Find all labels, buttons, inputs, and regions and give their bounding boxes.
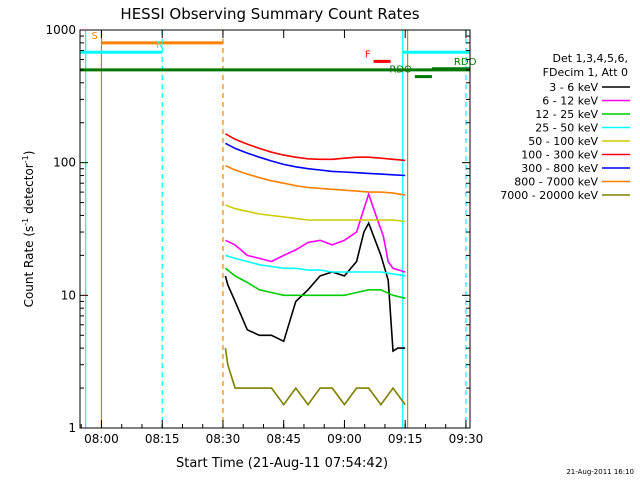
y-tick-label-3: 1000	[45, 23, 76, 37]
y-tick-label-1: 10	[61, 288, 76, 302]
series-line-8	[224, 347, 406, 406]
flag-bars: S N F RDO RDO	[80, 31, 477, 79]
legend-label-6: 300 - 800 keV	[521, 162, 598, 175]
y-label-end: )	[22, 151, 36, 156]
legend-label-2: 12 - 25 keV	[535, 108, 598, 121]
plot-frame	[79, 29, 471, 429]
series-line-0	[224, 221, 406, 353]
y-tick-label-0: 1	[68, 421, 76, 435]
y-axis-label: Count Rate (s-1 detector-1)	[21, 151, 36, 308]
chart-title: HESSI Observing Summary Count Rates	[120, 5, 419, 23]
flag-label-2: F	[365, 49, 371, 60]
x-tick-label-3: 08:45	[266, 432, 301, 446]
legend-label-8: 7000 - 20000 keV	[500, 189, 598, 202]
legend-label-4: 50 - 100 keV	[528, 135, 598, 148]
series-line-1	[225, 191, 406, 273]
x-tick-label-5: 09:15	[388, 432, 423, 446]
flag-label-1: N	[156, 40, 163, 51]
timestamp: 21-Aug-2011 16:10	[566, 468, 634, 476]
series-line-7	[225, 164, 406, 196]
y-label-sup2: -1	[21, 155, 30, 163]
y-label-sup1: -1	[21, 218, 30, 226]
x-tick-label-4: 09:00	[327, 432, 362, 446]
series-line-4	[225, 204, 406, 223]
legend-label-1: 6 - 12 keV	[542, 95, 598, 108]
legend: Det 1,3,4,5,6, FDecim 1, Att 0 3 - 6 keV…	[500, 52, 630, 202]
series-lines	[224, 133, 406, 406]
flag-markers	[85, 30, 467, 428]
axes: 08:00 08:15 08:30 08:45 09:00 09:15 09:30 1 10 10…	[45, 23, 483, 446]
legend-label-5: 100 - 300 keV	[521, 149, 598, 162]
flag-label-0: S	[91, 31, 97, 42]
x-axis-label: Start Time (21-Aug-11 07:54:42)	[176, 456, 388, 471]
flag-label-4: RDO	[389, 65, 412, 76]
y-label-main: Count Rate (s	[22, 226, 36, 308]
y-tick-label-2: 100	[53, 156, 76, 170]
legend-label-3: 25 - 50 keV	[535, 122, 598, 135]
series-line-2	[224, 267, 406, 300]
series-line-3	[225, 254, 406, 277]
x-tick-label-1: 08:15	[145, 432, 180, 446]
legend-header-2: FDecim 1, Att 0	[543, 66, 628, 79]
x-tick-label-0: 08:00	[84, 432, 119, 446]
series-line-5	[225, 133, 406, 162]
x-tick-label-2: 08:30	[206, 432, 241, 446]
series-line-6	[225, 142, 406, 177]
x-tick-label-6: 09:30	[449, 432, 484, 446]
legend-header-1: Det 1,3,4,5,6,	[552, 52, 628, 65]
legend-label-7: 800 - 7000 keV	[514, 176, 598, 189]
y-label-mid: detector	[22, 163, 36, 218]
flag-label-3: RDO	[454, 57, 477, 68]
legend-label-0: 3 - 6 keV	[549, 81, 598, 94]
